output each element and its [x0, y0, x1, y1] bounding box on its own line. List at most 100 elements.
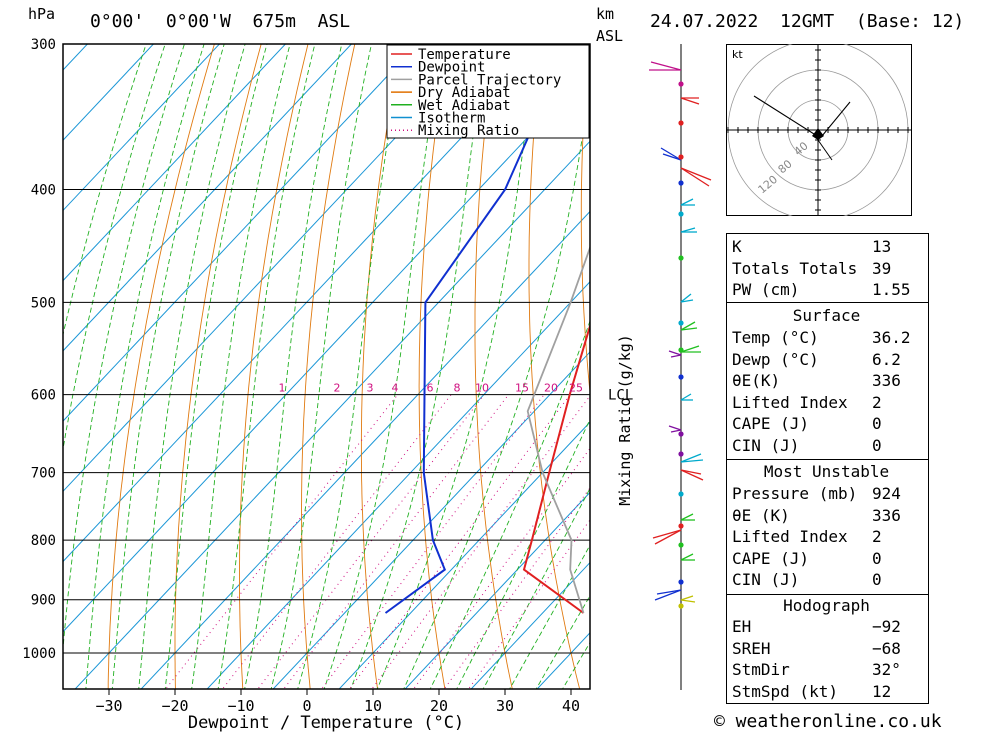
- wind-level-dot: [678, 120, 684, 126]
- x-tick-label: 20: [430, 697, 448, 715]
- wet-adiabat-line: [350, 44, 487, 689]
- isotherm-line: [63, 44, 287, 282]
- wind-level-dot: [678, 579, 684, 585]
- y-tick-label: 700: [31, 466, 56, 482]
- isotherm-line: [63, 44, 155, 141]
- y-tick-label: 600: [31, 388, 56, 404]
- y-tick-label: 400: [31, 183, 56, 199]
- wet-adiabat-line: [85, 44, 205, 689]
- surface-value: 0: [872, 436, 882, 455]
- wind-level-dot: [678, 374, 684, 380]
- surface-label: CAPE (J): [732, 414, 810, 434]
- axis-ticks: −30 −20 −10 0 10 20 30 40 Dewpoint / Temperature…: [22, 37, 634, 733]
- legend-label: Mixing Ratio: [418, 123, 519, 139]
- wind-barb: [680, 321, 696, 331]
- wind-barb: [680, 513, 694, 521]
- most-unstable-label: CIN (J): [732, 570, 800, 590]
- index-label: Totals Totals: [732, 258, 858, 278]
- wind-level-dot: [678, 81, 684, 87]
- y-tick-label: 1000: [22, 646, 56, 662]
- surface-value: 36.2: [872, 328, 911, 347]
- mixing-ratio-line: [221, 394, 452, 689]
- mixing-ratio-line: [165, 394, 399, 689]
- wind-barb: [680, 167, 710, 187]
- index-value: 1.55: [872, 280, 911, 300]
- x-tick-label: 10: [364, 697, 382, 715]
- y-tick-label: 300: [31, 37, 56, 53]
- legend-label: Wet Adiabat: [418, 98, 511, 114]
- wind-barb: [680, 167, 712, 181]
- wind-level-dot: [678, 523, 684, 529]
- index-label: PW (cm): [732, 280, 800, 300]
- x-tick-label: 0: [302, 697, 311, 715]
- most-unstable-value: 924: [872, 484, 901, 503]
- x-tick-label: −20: [161, 697, 188, 715]
- y-tick-label: 500: [31, 295, 56, 311]
- series-parcel-trajectory: [526, 245, 590, 614]
- wind-barb: [668, 350, 682, 356]
- mixing-ratio-line: [412, 447, 590, 689]
- wet-adiabat-line: [63, 44, 147, 337]
- wet-adiabat-line: [429, 319, 590, 689]
- mixing-ratio-line: [257, 394, 485, 689]
- indices-top-box: [726, 233, 929, 303]
- wind-barb: [680, 97, 700, 105]
- most-unstable-box: [726, 459, 929, 595]
- legend-box: [386, 44, 590, 139]
- surface-value: 336: [872, 371, 901, 391]
- index-label: K: [732, 237, 742, 256]
- wind-barb: [680, 299, 694, 303]
- x-tick-label: −30: [95, 697, 122, 715]
- index-value: 13: [872, 237, 892, 256]
- wind-barb: [680, 553, 694, 561]
- x-axis-title: Dewpoint / Temperature (°C): [188, 713, 464, 733]
- surface-value: 6.2: [872, 349, 901, 369]
- wind-level-dot: [678, 431, 684, 437]
- wet-adiabat-line: [270, 44, 372, 689]
- wind-barb: [680, 469, 704, 481]
- wind-barb: [680, 227, 696, 233]
- y-axis-unit: hPa: [28, 5, 56, 23]
- most-unstable-value: 336: [872, 505, 901, 525]
- wind-barb: [680, 453, 702, 463]
- hodograph-index-value: −68: [872, 638, 901, 658]
- wind-barb: [680, 393, 692, 401]
- wind-level-dot: [678, 320, 684, 326]
- dry-adiabat-line: [632, 9, 715, 692]
- wind-barb: [650, 61, 682, 71]
- skewt-chart: −30 −20 −10 0 10 20 30 40 Dewpoint / Temperature…: [22, 9, 715, 733]
- legend-label: Isotherm: [418, 111, 485, 127]
- wind-barb: [652, 529, 682, 539]
- surface-label: CIN (J): [732, 436, 800, 455]
- legend-label: Dewpoint: [418, 60, 485, 76]
- x-tick-label: 40: [562, 697, 580, 715]
- wind-level-dot: [678, 451, 684, 457]
- mixing-ratio-label: 8: [454, 382, 461, 395]
- wind-barb: [680, 345, 700, 353]
- datetime-label: 24.07.2022 12GMT (Base: 12): [650, 11, 965, 32]
- most-unstable-label: Lifted Index: [732, 527, 848, 547]
- wind-level-dot: [678, 603, 684, 609]
- surface-label: Dewp (°C): [732, 349, 819, 369]
- wet-adiabat-line: [63, 44, 185, 653]
- wet-adiabat-line: [191, 44, 291, 689]
- wind-profile: [649, 44, 712, 690]
- dry-adiabat-line: [107, 44, 215, 689]
- mixing-ratio-axis-title: Mixing Ratio (g/kg): [616, 334, 634, 506]
- most-unstable-title: Most Unstable: [763, 462, 890, 481]
- wind-level-dot: [678, 542, 684, 548]
- wet-adiabat-line: [456, 418, 590, 689]
- wind-barb: [680, 595, 694, 601]
- series-temperature: [522, 322, 590, 614]
- credit-label: © weatheronline.co.uk: [714, 711, 942, 732]
- mixing-ratio-label: 3: [367, 382, 374, 395]
- wet-adiabat-line: [509, 544, 590, 689]
- wind-level-dot: [678, 154, 684, 160]
- dry-adiabat-line: [418, 44, 449, 689]
- isotherm-line: [63, 44, 419, 422]
- location-label: 0°00' 0°00'W 675m ASL: [90, 11, 351, 32]
- wind-barb: [680, 599, 696, 603]
- mixing-ratio-label: 10: [475, 382, 489, 395]
- wind-barb: [654, 529, 682, 545]
